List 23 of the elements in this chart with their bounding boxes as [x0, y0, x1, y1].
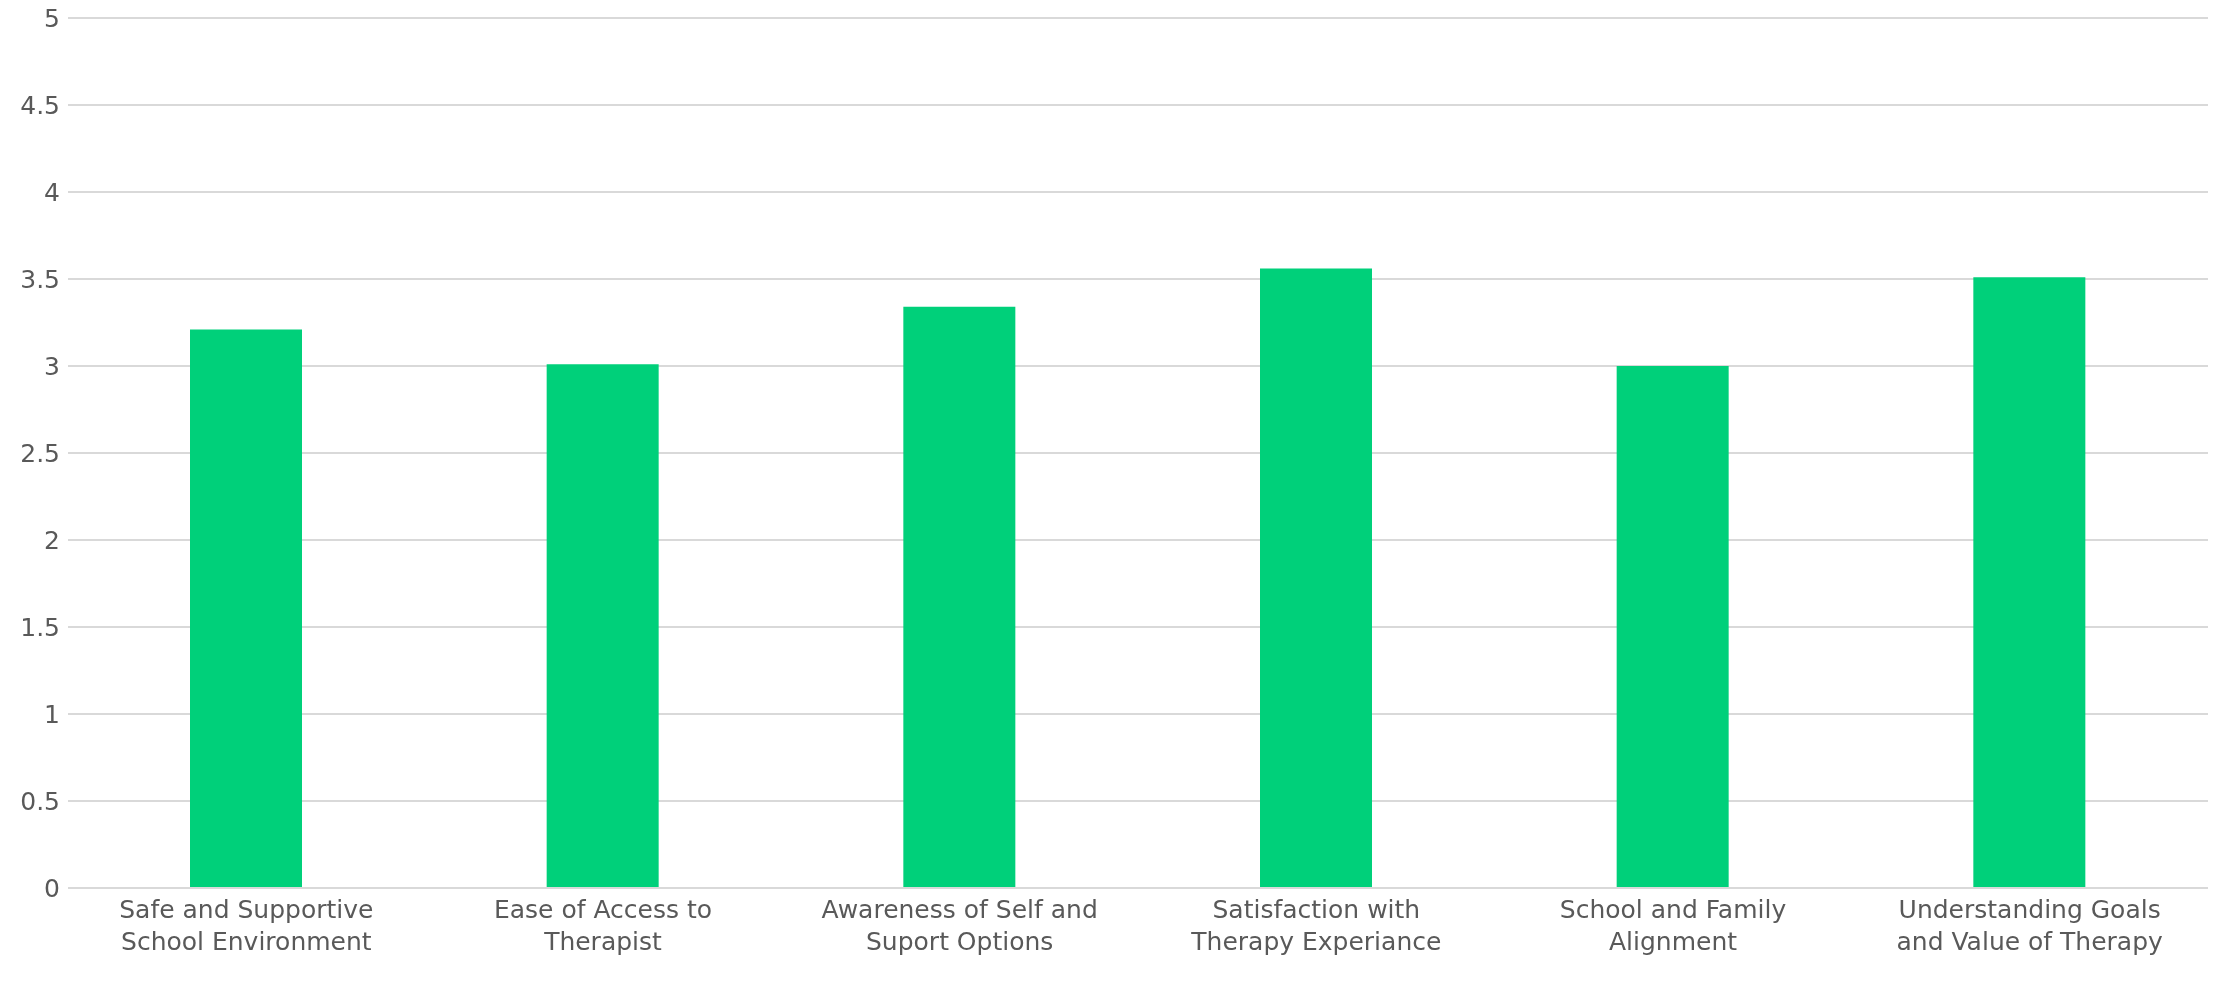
x-tick-label: Safe and Supportive School Environment — [119, 895, 374, 956]
x-tick-label: Awareness of Self and Suport Options — [821, 895, 1098, 956]
y-tick-label: 0 — [44, 873, 60, 903]
y-tick-label: 4.5 — [20, 90, 60, 120]
y-tick-label: 3.5 — [20, 264, 60, 294]
bar — [546, 364, 659, 888]
y-tick-label: 5 — [44, 3, 60, 33]
y-tick-label: 0.5 — [20, 786, 60, 816]
y-tick-label: 1.5 — [20, 612, 60, 642]
y-tick-label: 2 — [44, 525, 60, 555]
y-tick-label: 2.5 — [20, 438, 60, 468]
x-tick-label: Satisfaction with Therapy Experiance — [1190, 895, 1442, 956]
x-tick-label: Understanding Goals and Value of Therapy — [1896, 895, 2164, 956]
x-tick-label: School and Family Alignment — [1559, 895, 1787, 956]
bar — [1616, 366, 1729, 888]
x-tick-label: Ease of Access to Therapist — [493, 895, 713, 956]
bar — [1973, 277, 2086, 888]
y-tick-label: 3 — [44, 351, 60, 381]
y-tick-label: 4 — [44, 177, 60, 207]
bar — [903, 306, 1016, 888]
bar — [1260, 268, 1372, 888]
bar — [190, 329, 302, 888]
y-tick-label: 1 — [44, 699, 60, 729]
